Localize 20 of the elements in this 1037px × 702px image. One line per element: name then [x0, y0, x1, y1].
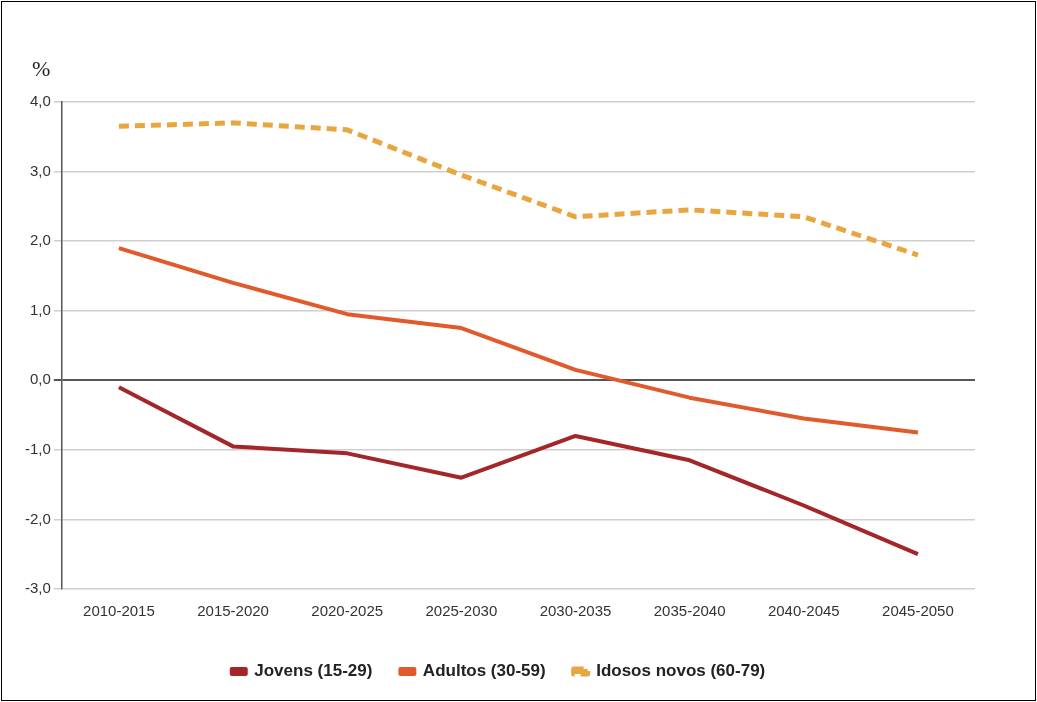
y-tick-label: -1,0	[24, 440, 51, 457]
y-tick-label: -3,0	[24, 579, 51, 597]
y-tick-label: 2,0	[29, 231, 51, 249]
x-tick-label: 2045-2050	[882, 602, 954, 620]
x-tick-label: 2035-2040	[653, 602, 726, 620]
y-tick-label: -2,0	[24, 509, 51, 527]
x-tick-label: 2025-2030	[425, 602, 498, 620]
y-tick-label: 1,0	[29, 300, 51, 318]
x-tick-label: 2020-2025	[311, 602, 384, 620]
y-axis-title: %	[32, 56, 51, 82]
x-tick-label: 2015-2020	[197, 602, 269, 620]
y-tick-label: 3,0	[29, 161, 51, 179]
legend-label: Idosos novos (60-79)	[596, 661, 766, 681]
legend-label: Adultos (30-59)	[422, 661, 546, 681]
y-tick-label: 4,0	[29, 92, 51, 110]
legend-label: Jovens (15-29)	[254, 661, 373, 681]
y-tick-label: 0,0	[29, 370, 51, 388]
x-tick-label: 2040-2045	[767, 602, 840, 620]
x-tick-label: 2030-2035	[539, 602, 612, 620]
x-tick-label: 2010-2015	[83, 602, 155, 620]
